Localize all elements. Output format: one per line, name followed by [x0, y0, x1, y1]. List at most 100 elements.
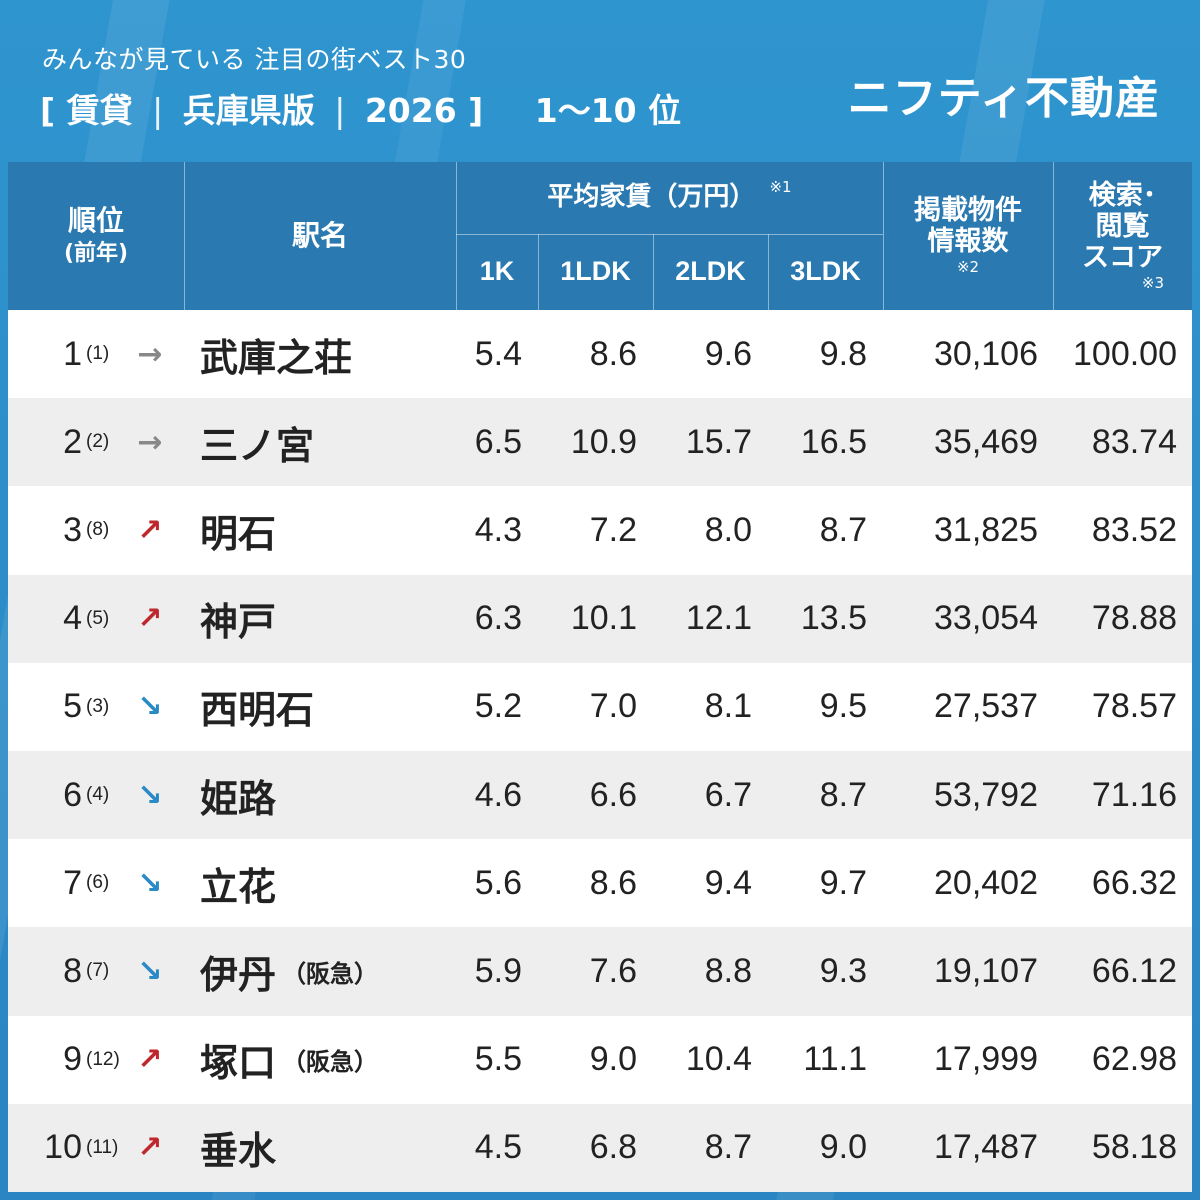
rent-1ldk: 7.0 — [589, 687, 637, 726]
search-score: 62.98 — [1091, 1040, 1177, 1079]
rent-3ldk: 9.0 — [819, 1128, 867, 1167]
trend-down-icon: ↘ — [137, 777, 163, 813]
rent-1k: 5.5 — [474, 1040, 522, 1079]
page-header: みんなが見ている 注目の街ベスト30 [ 賃貸 | 兵庫県版 | 2026 ] … — [0, 0, 1200, 160]
header-rank-label: 順位 — [67, 204, 124, 238]
station-name: 西明石 — [200, 688, 315, 733]
rent-1ldk: 10.1 — [570, 599, 637, 638]
header-divider — [456, 162, 457, 310]
rank-number: 1 — [63, 334, 82, 373]
previous-rank: (2) — [86, 431, 110, 453]
search-score: 83.74 — [1091, 422, 1177, 461]
previous-rank: (8) — [86, 519, 110, 541]
rent-3ldk: 16.5 — [800, 422, 867, 461]
rent-3ldk: 8.7 — [819, 775, 867, 814]
header-subdivider — [456, 234, 883, 235]
table-header: 順位 (前年) 駅名 平均家賃（万円） ※1 1K 1LDK 2LDK 3LDK… — [8, 162, 1192, 310]
previous-rank: (5) — [86, 607, 110, 629]
table-row: 3 (8) ↗ 明石 4.3 7.2 8.0 8.7 31,825 83.52 — [8, 486, 1192, 575]
header-listings-line2: 情報数 — [927, 226, 1009, 258]
title-separator: | — [152, 91, 164, 130]
rent-1ldk: 7.6 — [589, 951, 637, 990]
title-range: 1〜10 位 — [534, 91, 682, 130]
trend-icon: → — [130, 310, 170, 398]
previous-rank: (11) — [86, 1136, 119, 1158]
rent-1k: 4.3 — [474, 510, 522, 549]
previous-rank: (12) — [86, 1048, 120, 1070]
rent-1ldk: 8.6 — [589, 863, 637, 902]
search-score: 100.00 — [1073, 334, 1177, 373]
rent-2ldk: 6.7 — [704, 775, 752, 814]
header-rank: 順位 (前年) — [8, 162, 184, 310]
previous-rank: (3) — [86, 695, 110, 717]
header-divider — [538, 234, 539, 310]
header-avg-rent-label: 平均家賃（万円） — [547, 182, 756, 213]
station-name: 伊丹 （阪急） — [200, 952, 379, 997]
header-divider — [1053, 162, 1054, 310]
rent-3ldk: 8.7 — [819, 510, 867, 549]
table-row: 2 (2) → 三ノ宮 6.5 10.9 15.7 16.5 35,469 83… — [8, 398, 1192, 487]
header-listings: 掲載物件 情報数 ※2 — [883, 162, 1053, 310]
trend-icon: ↘ — [130, 927, 170, 1015]
rent-2ldk: 8.7 — [704, 1128, 752, 1167]
trend-down-icon: ↘ — [137, 953, 163, 989]
trend-flat-icon: → — [137, 336, 163, 372]
rent-2ldk: 9.4 — [704, 863, 752, 902]
trend-up-icon: ↗ — [137, 1130, 163, 1166]
rent-1ldk: 8.6 — [589, 334, 637, 373]
rent-2ldk: 8.0 — [704, 510, 752, 549]
rank-number: 7 — [63, 863, 82, 902]
ranking-table: 順位 (前年) 駅名 平均家賃（万円） ※1 1K 1LDK 2LDK 3LDK… — [8, 162, 1192, 1192]
header-score-line1: 検索･ — [1088, 179, 1157, 211]
table-body: 1 (1) → 武庫之荘 5.4 8.6 9.6 9.8 30,106 100.… — [8, 310, 1192, 1192]
listings-count: 20,402 — [934, 863, 1038, 902]
header-divider — [883, 162, 884, 310]
previous-rank: (1) — [86, 343, 110, 365]
header-rank-prev-label: (前年) — [63, 241, 129, 267]
search-score: 66.12 — [1091, 951, 1177, 990]
listings-count: 17,487 — [934, 1128, 1038, 1167]
rank-number: 6 — [63, 775, 82, 814]
header-score-note: ※3 — [1141, 273, 1164, 292]
rent-3ldk: 9.5 — [819, 687, 867, 726]
header-listings-note: ※2 — [956, 258, 980, 277]
rent-2ldk: 12.1 — [685, 599, 752, 638]
header-score: 検索･ 閲覧 スコア ※3 — [1053, 162, 1192, 310]
rent-1ldk: 6.6 — [589, 775, 637, 814]
table-row: 1 (1) → 武庫之荘 5.4 8.6 9.6 9.8 30,106 100.… — [8, 310, 1192, 399]
rent-1ldk: 9.0 — [589, 1040, 637, 1079]
station-name: 神戸 — [200, 600, 277, 645]
station-name: 明石 — [200, 511, 277, 556]
header-score-line2: 閲覧 — [1095, 210, 1150, 242]
rent-3ldk: 11.1 — [803, 1040, 867, 1079]
header-avg-rent-note: ※1 — [769, 178, 792, 197]
rent-1ldk: 6.8 — [589, 1128, 637, 1167]
listings-count: 30,106 — [934, 334, 1038, 373]
table-row: 10 (11) ↗ 垂水 4.5 6.8 8.7 9.0 17,487 58.1… — [8, 1103, 1192, 1192]
header-1k: 1K — [479, 256, 515, 287]
table-row: 5 (3) ↘ 西明石 5.2 7.0 8.1 9.5 27,537 78.57 — [8, 662, 1192, 751]
rent-1k: 6.5 — [474, 422, 522, 461]
station-name: 塚口 （阪急） — [200, 1041, 379, 1086]
search-score: 78.57 — [1091, 687, 1177, 726]
station-name: 三ノ宮 — [200, 423, 315, 468]
trend-icon: ↗ — [130, 1104, 170, 1192]
trend-up-icon: ↗ — [137, 512, 163, 548]
rent-1k: 5.9 — [474, 951, 522, 990]
rank-number: 9 — [63, 1040, 82, 1079]
title-separator: | — [334, 91, 346, 130]
listings-count: 53,792 — [934, 775, 1038, 814]
title-part-year: 2026 ] — [364, 91, 484, 130]
header-1ldk: 1LDK — [560, 256, 631, 287]
trend-icon: ↗ — [130, 575, 170, 663]
trend-up-icon: ↗ — [137, 601, 163, 637]
rank-number: 10 — [44, 1128, 82, 1167]
search-score: 71.16 — [1091, 775, 1177, 814]
trend-icon: ↗ — [130, 1016, 170, 1104]
rent-3ldk: 13.5 — [800, 599, 867, 638]
trend-icon: ↘ — [130, 663, 170, 751]
rent-1k: 5.2 — [474, 687, 522, 726]
rent-2ldk: 8.1 — [704, 687, 752, 726]
header-divider — [184, 162, 185, 310]
trend-flat-icon: → — [137, 424, 163, 460]
